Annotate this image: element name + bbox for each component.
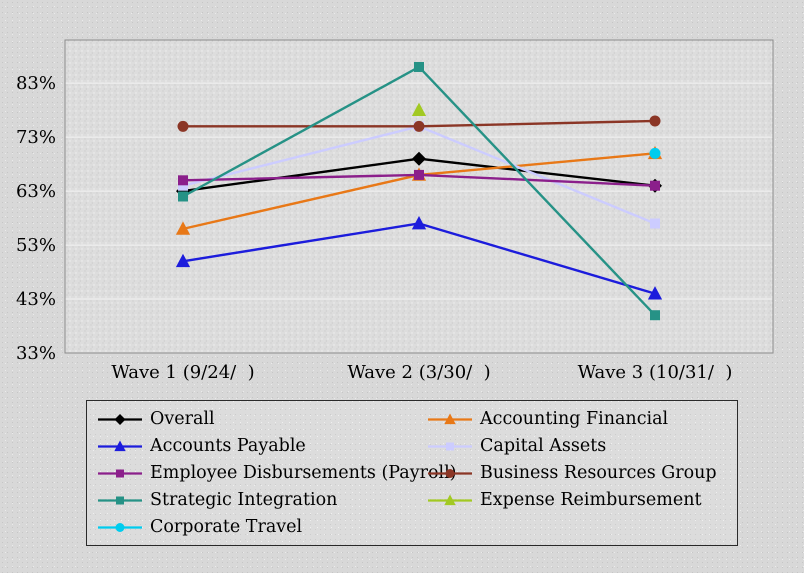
legend-key-overall — [98, 413, 142, 425]
triangle-marker-icon — [444, 494, 456, 506]
legend-item-strategic-integration: Strategic Integration — [97, 488, 427, 513]
legend-item-business-resources-group: Business Resources Group — [427, 460, 731, 485]
legend-label: Corporate Travel — [150, 517, 303, 538]
diamond-marker-icon — [412, 151, 426, 166]
circle-marker-icon — [413, 120, 425, 132]
legend-label: Overall — [150, 408, 215, 429]
legend-item-corporate-travel: Corporate Travel — [97, 515, 427, 540]
y-axis-tick-label: 83% — [16, 73, 56, 94]
square-marker-icon — [116, 496, 124, 505]
legend-key-business-resources-group — [428, 468, 472, 478]
legend-key-expense-reimbursement — [428, 494, 472, 506]
square-marker-icon — [116, 469, 124, 478]
square-marker-icon — [650, 310, 660, 321]
square-marker-icon — [178, 180, 188, 191]
y-axis-tick-label: 73% — [16, 127, 56, 148]
legend-label: Accounts Payable — [150, 435, 306, 456]
triangle-marker-icon — [444, 413, 456, 424]
chart-legend: Overall Accounting Financial Accounts Paya… — [86, 400, 738, 546]
legend-item-accounting-financial: Accounting Financial — [427, 406, 731, 431]
square-marker-icon — [446, 442, 454, 451]
y-axis-tick-label: 33% — [16, 343, 56, 364]
y-axis-labels: 83% 73% 63% 53% 43% 33% — [16, 73, 56, 364]
x-axis-category-label: Wave 1 (9/24/ ) — [111, 362, 254, 383]
x-axis-labels: Wave 1 (9/24/ ) Wave 2 (3/30/ ) Wave 3 (10… — [111, 362, 732, 383]
circle-marker-icon — [649, 115, 661, 127]
x-axis-category-label: Wave 2 (3/30/ ) — [347, 362, 490, 383]
legend-label: Employee Disbursements (Payroll) — [150, 462, 457, 483]
legend-key-strategic-integration — [98, 496, 142, 505]
series-corporate-travel — [649, 147, 661, 159]
triangle-marker-icon — [647, 286, 663, 300]
series-accounts-payable — [175, 215, 663, 300]
triangle-marker-icon — [411, 215, 427, 230]
triangle-marker-icon — [175, 253, 191, 268]
y-axis-tick-label: 53% — [16, 235, 56, 256]
legend-label: Business Resources Group — [480, 462, 717, 483]
legend-key-accounts-payable — [98, 440, 142, 451]
legend-key-accounting-financial — [428, 413, 472, 424]
plot-area-texture — [65, 40, 773, 353]
legend-label: Strategic Integration — [150, 490, 338, 511]
legend-label: Accounting Financial — [480, 408, 669, 429]
legend-label: Expense Reimbursement — [480, 490, 702, 511]
series-strategic-integration — [178, 61, 660, 321]
y-axis-tick-label: 63% — [16, 181, 56, 202]
diamond-marker-icon — [114, 413, 126, 425]
circle-marker-icon — [649, 147, 661, 159]
square-marker-icon — [178, 191, 188, 202]
line-chart: 83% 73% 63% 53% 43% 33% Wave 1 (9/24/ ) Wave 2 … — [16, 39, 774, 383]
square-marker-icon — [178, 175, 188, 186]
legend-item-accounts-payable: Accounts Payable — [97, 433, 427, 458]
y-axis-tick-label: 43% — [16, 289, 56, 310]
square-marker-icon — [650, 218, 660, 229]
legend-key-capital-assets — [428, 442, 472, 451]
series-expense-reimbursement — [411, 102, 427, 117]
triangle-marker-icon — [114, 440, 126, 451]
legend-key-employee-disbursements-payroll — [98, 469, 142, 478]
legend-item-capital-assets: Capital Assets — [427, 433, 731, 458]
legend-item-overall: Overall — [97, 406, 427, 431]
legend-label: Capital Assets — [480, 435, 607, 456]
series-business-resources-group — [177, 115, 661, 132]
square-marker-icon — [414, 61, 424, 72]
circle-marker-icon — [177, 120, 189, 132]
plot-border — [64, 39, 774, 354]
triangle-marker-icon — [175, 221, 191, 235]
legend-item-expense-reimbursement: Expense Reimbursement — [427, 488, 731, 513]
circle-marker-icon — [115, 523, 125, 533]
square-marker-icon — [650, 180, 660, 191]
square-marker-icon — [414, 169, 424, 180]
series-employee-disbursements-payroll — [178, 169, 660, 191]
triangle-marker-icon — [411, 102, 427, 117]
x-axis-category-label: Wave 3 (10/31/ ) — [578, 362, 733, 383]
legend-key-corporate-travel — [98, 523, 142, 533]
legend-item-employee-disbursements-payroll: Employee Disbursements (Payroll) — [97, 460, 457, 485]
circle-marker-icon — [445, 468, 455, 478]
